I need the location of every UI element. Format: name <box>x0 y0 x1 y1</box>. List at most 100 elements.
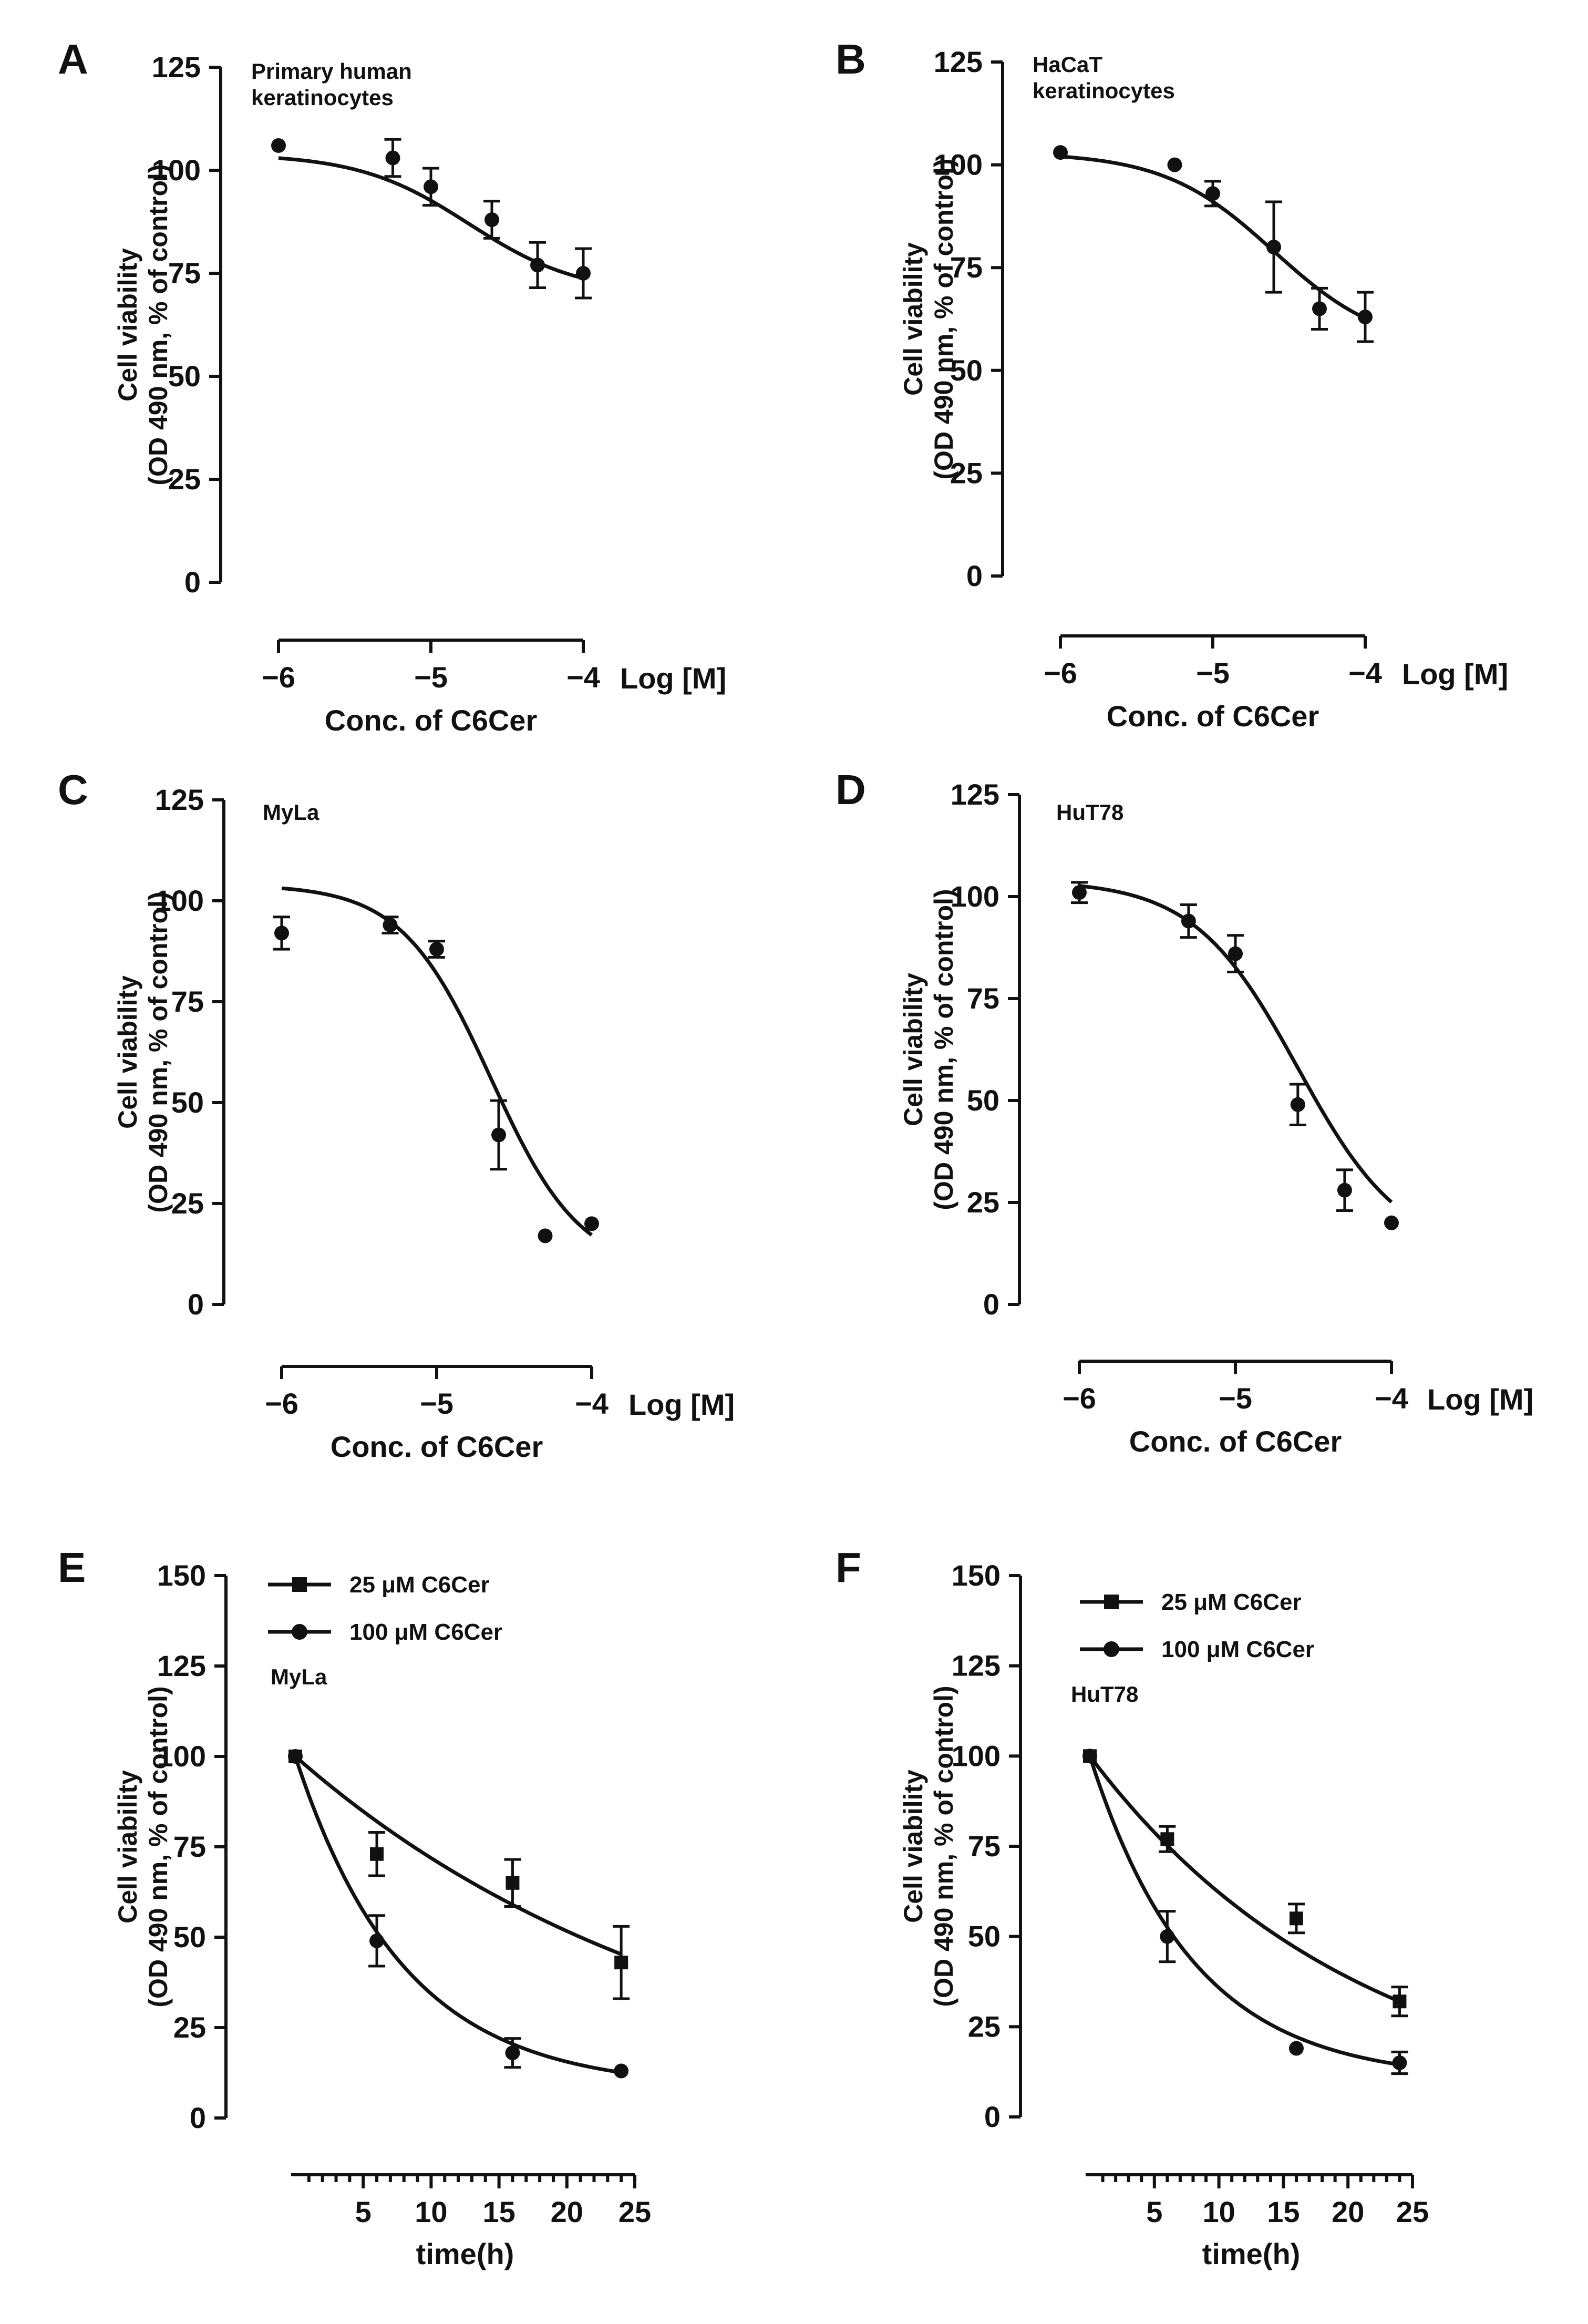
data-point-circle <box>576 266 591 281</box>
y-tick-label: 0 <box>184 565 201 599</box>
fit-curve <box>281 886 593 1237</box>
y-tick-label: 0 <box>190 2101 206 2134</box>
y-axis-label-line1: Cell viability <box>113 975 142 1129</box>
x-axis-label: time(h) <box>416 2237 514 2270</box>
y-tick-label: 75 <box>968 1829 1001 1863</box>
legend-label: 25 μM C6Cer <box>1161 1589 1302 1615</box>
data-point-circle <box>288 1749 303 1764</box>
data-point-circle <box>1181 913 1196 929</box>
x-axis-label: Conc. of C6Cer <box>1107 700 1319 733</box>
x-tick-label: −6 <box>265 1387 298 1420</box>
x-tick-label: 20 <box>1332 2195 1364 2228</box>
x-axis-label: Conc. of C6Cer <box>325 704 538 737</box>
data-point-square <box>370 1847 384 1861</box>
x-axis-label: Conc. of C6Cer <box>331 1430 543 1463</box>
y-tick-label: 0 <box>983 1288 999 1321</box>
data-point-square <box>1289 1911 1303 1926</box>
series-1 <box>1071 881 1399 1230</box>
x-tick-label: −5 <box>420 1387 453 1420</box>
data-point-circle <box>505 2045 520 2061</box>
y-tick-label: 125 <box>157 1649 206 1682</box>
data-point-circle <box>274 926 289 941</box>
data-point-circle <box>383 918 398 933</box>
fit-curve <box>293 1755 622 2074</box>
x-tick-label: −4 <box>1348 656 1382 690</box>
data-point-circle <box>1358 310 1373 325</box>
data-point-circle <box>385 150 400 166</box>
y-tick-label: 100 <box>952 1739 1001 1772</box>
y-tick-label: 50 <box>968 1920 1001 1953</box>
y-tick-label: 0 <box>188 1288 204 1321</box>
legend-marker-circle <box>1104 1641 1119 1657</box>
x-tick-label: −6 <box>1044 656 1077 690</box>
y-tick-label: 25 <box>967 1186 999 1219</box>
series-1 <box>271 138 592 300</box>
y-tick-label: 100 <box>157 1740 206 1773</box>
data-point-circle <box>1312 301 1327 316</box>
cell-line-annotation: Primary human <box>251 59 412 84</box>
x-unit-label: Log [M] <box>1402 657 1508 691</box>
data-point-square <box>1160 1832 1174 1846</box>
legend-label: 100 μM C6Cer <box>1161 1637 1314 1662</box>
x-tick-label: −4 <box>566 661 600 694</box>
panel-a: A 0 25 50 75 100 125 Cell viability (OD 490 nm, … <box>58 36 726 737</box>
data-point-circle <box>1053 145 1068 160</box>
panel-letter: F <box>836 1544 861 1591</box>
data-point-circle <box>614 2063 629 2079</box>
data-point-circle <box>1266 240 1281 255</box>
series-1 <box>1083 1749 1408 2018</box>
x-tick-label: 25 <box>1396 2195 1429 2228</box>
panel-c: C 0 25 50 75 100 125 Cell viability (OD 490 nm, … <box>58 766 735 1463</box>
x-unit-label: Log [M] <box>628 1388 735 1421</box>
x-axis-label: Conc. of C6Cer <box>1129 1425 1342 1458</box>
y-tick-label: 125 <box>952 1649 1001 1682</box>
legend-marker-circle <box>292 1624 307 1640</box>
x-tick-label: 10 <box>415 2195 447 2228</box>
y-axis-label-line2: (OD 490 nm, % of control) <box>929 158 958 479</box>
y-tick-label: 50 <box>171 1086 204 1119</box>
panel-letter: E <box>58 1544 86 1591</box>
data-point-circle <box>1072 885 1087 900</box>
x-unit-label: Log [M] <box>620 662 726 695</box>
y-tick-label: 125 <box>155 783 204 816</box>
panel-letter: D <box>836 766 866 813</box>
y-tick-label: 25 <box>168 462 201 496</box>
data-point-square <box>1393 1994 1407 2009</box>
legend-label: 25 μM C6Cer <box>349 1572 490 1598</box>
series-2 <box>288 1749 629 2079</box>
data-point-circle <box>424 179 438 194</box>
y-tick-label: 100 <box>152 153 201 187</box>
panel-f: F 0 25 50 75 100 125 150 Cell viability (OD 490 n… <box>836 1544 1429 2270</box>
y-tick-label: 25 <box>171 1187 204 1220</box>
y-tick-label: 75 <box>168 256 201 290</box>
x-tick-label: 5 <box>1146 2195 1162 2228</box>
x-tick-label: 15 <box>482 2195 515 2228</box>
y-tick-label: 75 <box>950 251 983 284</box>
data-point-circle <box>1228 946 1243 961</box>
fit-curve <box>1079 884 1393 1204</box>
y-tick-label: 50 <box>950 354 983 387</box>
panel-e: E 0 25 50 75 100 125 150 Cell viability (OD 490 n… <box>58 1544 651 2270</box>
fit-curve <box>1088 1755 1400 2003</box>
legend-marker-square <box>1104 1595 1119 1609</box>
y-tick-label: 75 <box>173 1830 206 1863</box>
legend-label: 100 μM C6Cer <box>349 1619 502 1645</box>
data-point-square <box>506 1876 520 1890</box>
y-tick-label: 50 <box>173 1920 206 1953</box>
data-point-circle <box>1290 1097 1305 1112</box>
legend-marker-square <box>292 1577 307 1592</box>
cell-line-annotation: keratinocytes <box>1033 78 1175 103</box>
y-tick-label: 125 <box>152 50 201 84</box>
y-tick-label: 125 <box>934 45 983 78</box>
y-tick-label: 25 <box>950 456 983 489</box>
y-axis-label-line2: (OD 490 nm, % of control) <box>143 1686 173 2007</box>
data-point-circle <box>1288 2041 1304 2056</box>
x-tick-label: 25 <box>618 2195 651 2228</box>
data-point-circle <box>1205 186 1220 201</box>
panel-letter: B <box>836 36 866 83</box>
cell-line-annotation: HaCaT <box>1033 52 1102 77</box>
data-point-circle <box>1160 1929 1175 1944</box>
x-tick-label: 5 <box>355 2195 372 2228</box>
y-tick-label: 100 <box>934 148 983 181</box>
